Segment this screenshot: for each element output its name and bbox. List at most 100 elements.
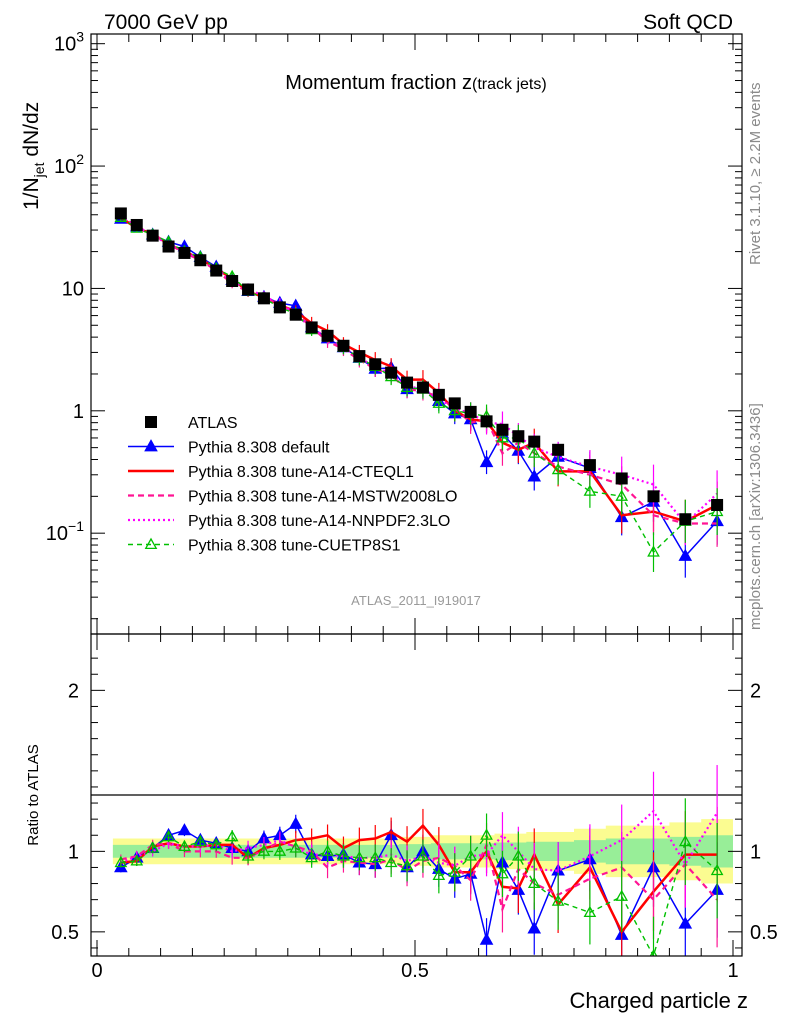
atlas-data-point [242, 283, 255, 296]
atlas-data-point [647, 490, 660, 503]
ratio-marker [583, 905, 597, 918]
atlas-data-point [337, 339, 350, 352]
ratio-marker [527, 876, 541, 889]
main-marker [479, 454, 494, 468]
ratio-marker [194, 834, 207, 847]
ratio-marker [368, 850, 382, 863]
ratio-marker [321, 844, 334, 856]
ratio-marker [289, 841, 303, 853]
header-energy: 7000 GeV pp [104, 11, 228, 34]
ratio-marker [209, 838, 223, 850]
atlas-data-point [432, 388, 445, 401]
ratio-marker [479, 932, 494, 945]
ratio-marker [678, 916, 693, 929]
atlas-data-point [162, 240, 175, 253]
header-category: Soft QCD [643, 11, 733, 34]
ratio-marker [678, 834, 692, 847]
atlas-data-point [146, 229, 159, 242]
ratio-y-tick-label-right: 0.5 [750, 922, 778, 944]
ratio-marker [178, 839, 191, 852]
atlas-data-point [480, 415, 493, 428]
ratio-marker [384, 855, 398, 868]
ratio-marker [464, 849, 477, 861]
atlas-data-point [711, 498, 724, 511]
atlas-data-point [496, 423, 509, 436]
atlas-data-point [226, 275, 239, 288]
rivet-version-note: Rivet 3.1.10, ≥ 2.2M events [747, 83, 764, 266]
atlas-data-point [194, 254, 207, 267]
main-marker [527, 446, 541, 458]
ratio-marker [615, 889, 629, 901]
atlas-data-point [210, 264, 223, 277]
ratio-y-tick-label: 1 [68, 841, 79, 863]
atlas-data-point [257, 292, 270, 305]
main-y-axis-title: 1/Njet dN/dz [20, 102, 47, 210]
main-marker [551, 462, 565, 475]
ratio-marker [551, 894, 565, 906]
legend-label: Pythia 8.308 tune-A14-MSTW2008LO [188, 489, 457, 506]
y-tick-label: 1 [73, 401, 84, 423]
ratio-marker [448, 865, 462, 877]
main-title: Momentum fraction z(track jets) [285, 72, 546, 94]
atlas-data-point [448, 397, 461, 410]
legend: ATLAS Pythia 8.308 default Pythia 8.308 tu… [128, 415, 457, 555]
y-tick-label: 102 [54, 151, 84, 178]
atlas-data-point [321, 329, 334, 342]
ratio-marker [649, 949, 658, 956]
main-axis-ticks: 1 10 102 103 10−1 [46, 29, 742, 634]
legend-label: Pythia 8.308 tune-CUETP8S1 [188, 538, 401, 555]
atlas-data-point [178, 246, 191, 259]
y-tick-label: 103 [54, 29, 84, 56]
x-tick-label: 0.5 [401, 960, 429, 982]
ratio-marker [162, 830, 175, 842]
legend-label: Pythia 8.308 tune-A14-CTEQL1 [188, 464, 414, 481]
ratio-marker [130, 854, 144, 866]
ratio-panel: 0.5 0.5 1 1 2 2 0 0.5 1 Ratio to ATLAS Charged p… [25, 633, 778, 1013]
main-marker [647, 545, 660, 557]
ratio-marker [432, 868, 446, 880]
legend-marker [145, 416, 157, 428]
legend-label: Pythia 8.308 tune-A14-NNPDF2.3LO [188, 513, 450, 530]
ratio-marker [114, 855, 128, 868]
main-marker [527, 469, 542, 482]
ratio-y-tick-label-right: 2 [750, 680, 761, 702]
atlas-data-point [385, 366, 398, 379]
atlas-data-point [528, 435, 541, 448]
ratio-series-layer [114, 765, 724, 956]
atlas-data-point [583, 459, 596, 472]
ratio-marker [337, 849, 350, 861]
ratio-y-tick-label-right: 1 [750, 841, 761, 863]
ratio-y-tick-label: 2 [68, 680, 79, 702]
atlas-data-point [416, 381, 429, 394]
ratio-y-tick-label: 0.5 [51, 922, 79, 944]
atlas-data-point [130, 218, 143, 231]
legend-marker [144, 537, 158, 549]
atlas-data-point [401, 376, 414, 389]
ratio-marker [480, 828, 493, 840]
main-marker [432, 396, 446, 408]
ratio-y-axis-title: Ratio to ATLAS [25, 744, 42, 845]
legend-marker [144, 439, 158, 452]
ratio-marker [353, 850, 366, 863]
ratio-marker [527, 921, 542, 934]
ratio-panel-frame [90, 633, 743, 957]
ratio-marker [225, 830, 239, 842]
legend-label: ATLAS [188, 415, 238, 432]
ratio-axis-ticks: 0.5 0.5 1 1 2 2 0 0.5 1 [51, 634, 778, 982]
atlas-data-layer [114, 207, 724, 526]
atlas-data-point [464, 405, 477, 418]
x-axis-title: Charged particle z [569, 988, 748, 1013]
y-tick-label: 10 [62, 278, 84, 300]
main-title-text: Momentum fraction z [285, 72, 472, 94]
atlas-data-point [305, 321, 318, 334]
atlas-data-point [615, 472, 628, 485]
main-title-subtext: (track jets) [472, 76, 547, 93]
main-marker [615, 489, 629, 501]
ratio-marker [305, 850, 318, 863]
ratio-marker [146, 841, 159, 853]
ratio-marker [241, 849, 255, 861]
ratio-marker [416, 849, 430, 861]
atlas-data-point [289, 308, 302, 321]
legend-label: Pythia 8.308 default [188, 440, 330, 457]
